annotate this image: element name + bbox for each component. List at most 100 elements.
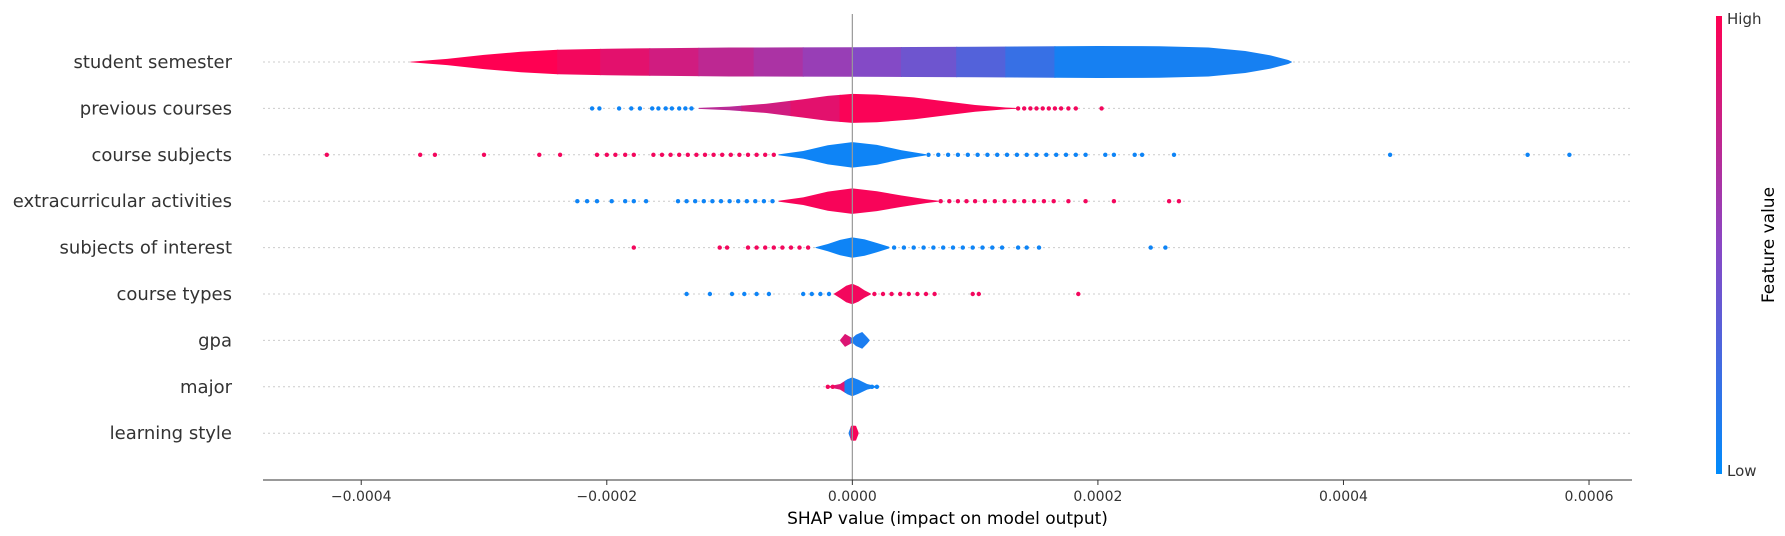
outlier-point (880, 291, 886, 297)
violin-segment (840, 332, 852, 349)
outlier-point (684, 199, 689, 204)
violin-segment (802, 46, 853, 78)
violin-extracurricular-activities (778, 188, 939, 214)
outlier-point (744, 199, 749, 204)
x-tick-label: 0.0006 (1565, 489, 1614, 505)
violin-segment (410, 46, 559, 78)
outlier-point (830, 384, 835, 389)
outlier-point (1567, 152, 1572, 157)
outlier-point (1034, 152, 1039, 157)
outlier-point (432, 152, 438, 157)
outlier-point (683, 106, 688, 111)
violin-segment (1005, 46, 1056, 78)
outlier-point (947, 199, 952, 204)
outlier-point (659, 152, 665, 157)
outlier-point (999, 245, 1005, 250)
violin-segment (851, 46, 902, 78)
outlier-point (724, 245, 730, 250)
outlier-point (594, 199, 600, 204)
outlier-point (1014, 152, 1020, 157)
outlier-point (557, 152, 563, 157)
outlier-point (1111, 152, 1117, 157)
outlier-point (874, 384, 880, 389)
outlier-point (1051, 199, 1056, 204)
outlier-point (745, 152, 751, 157)
outlier-point (575, 199, 580, 204)
outlier-point (702, 152, 708, 157)
outlier-point (604, 152, 609, 157)
outlier-point (992, 199, 997, 204)
outlier-point (898, 291, 903, 297)
x-tick-label: 0.0000 (828, 489, 877, 505)
colorbar-low-label: Low (1727, 462, 1757, 480)
outlier-point (1083, 152, 1088, 157)
violin-segment (839, 93, 1019, 123)
outlier-point (771, 152, 776, 157)
outlier-point (710, 199, 715, 204)
outlier-point (651, 152, 656, 157)
row-gridlines (263, 61, 1632, 434)
feature-label: subjects of interest (60, 238, 232, 259)
outlier-point (693, 199, 698, 204)
outlier-point (1073, 106, 1079, 111)
violin-segment (827, 377, 846, 397)
outlier-point (1021, 106, 1027, 111)
colorbar-gradient (1716, 16, 1722, 474)
outlier-point (1004, 152, 1010, 157)
outlier-point (990, 245, 995, 250)
outlier-point (941, 245, 946, 250)
feature-labels: student semester previous courses course s… (13, 52, 233, 444)
outlier-point (754, 245, 759, 250)
violin-segment (649, 46, 700, 78)
outlier-point (1176, 199, 1182, 204)
outlier-point (970, 291, 975, 297)
outlier-point (1066, 199, 1071, 204)
x-tick-label: 0.0002 (1073, 489, 1122, 505)
outlier-point (970, 245, 975, 250)
outlier-point (1036, 245, 1042, 250)
outlier-point (742, 291, 747, 297)
colorbar-high-label: High (1727, 10, 1761, 28)
outlier-point (763, 245, 768, 250)
outlier-point (1171, 152, 1177, 157)
outlier-point (938, 199, 943, 204)
outlier-point (650, 106, 655, 111)
outlier-point (889, 291, 894, 297)
outlier-point (805, 245, 811, 250)
outlier-point (869, 384, 875, 389)
outlier-point (1040, 106, 1045, 111)
outlier-point (1054, 152, 1059, 157)
x-axis: −0.0004 −0.0002 0.0000 0.0002 0.0004 0.0006 (263, 479, 1632, 505)
outlier-point (964, 199, 969, 204)
outlier-point (637, 106, 643, 111)
outlier-point (718, 199, 724, 204)
outlier-point (616, 106, 622, 111)
outlier-point (707, 291, 713, 297)
outlier-point (766, 291, 772, 297)
outlier-point (753, 199, 758, 204)
outlier-point (1525, 152, 1530, 157)
outlier-point (1015, 106, 1021, 111)
outlier-point (689, 106, 694, 111)
violin-segment (698, 46, 755, 78)
outlier-point (955, 152, 961, 157)
outlier-point (711, 152, 716, 157)
outlier-point (985, 152, 990, 157)
outlier-point (1021, 199, 1027, 204)
outlier-point (663, 106, 668, 111)
outlier-point (1031, 199, 1037, 204)
outlier-point (729, 291, 735, 297)
outlier-point (825, 384, 830, 389)
outlier-point (901, 245, 907, 250)
outlier-point (975, 152, 980, 157)
outlier-point (1024, 152, 1029, 157)
outlier-point (872, 291, 877, 297)
outlier-point (906, 291, 911, 297)
x-axis-title: SHAP value (impact on model output) (787, 509, 1108, 529)
outlier-point (1052, 106, 1058, 111)
outlier-points (324, 106, 1572, 389)
outlier-point (932, 291, 937, 297)
outlier-point (685, 152, 690, 157)
feature-label: course subjects (91, 145, 232, 166)
outlier-point (1024, 245, 1029, 250)
